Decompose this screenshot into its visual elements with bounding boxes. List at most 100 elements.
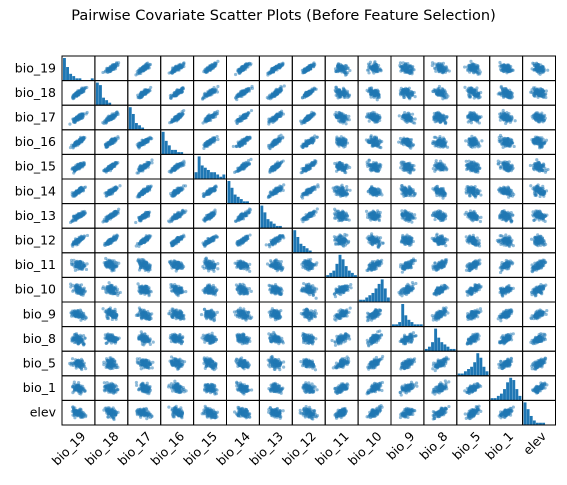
scatter-point (173, 116, 177, 120)
scatter-point (499, 93, 504, 97)
hist-bar (138, 125, 141, 130)
scatter-point (211, 115, 215, 119)
cell-bio_19-vs-bio_8 (423, 55, 458, 82)
scatter-point (304, 142, 309, 146)
cell-bio_19-vs-bio_19 (61, 55, 96, 82)
cell-bio_16-vs-bio_9 (390, 129, 425, 155)
scatter-point (68, 145, 73, 150)
cell-bio_16-vs-bio_19 (61, 129, 96, 155)
scatter-point (502, 117, 506, 122)
scatter-point (342, 65, 346, 69)
scatter-point (437, 87, 441, 91)
cell-bio_17-vs-bio_15 (193, 104, 228, 131)
scatter-point (71, 95, 75, 99)
scatter-point (369, 136, 373, 140)
scatter-point (463, 65, 467, 69)
scatter-point (310, 113, 314, 117)
scatter-point (233, 72, 238, 77)
scatter-point (398, 63, 402, 68)
cell-bio_16-vs-bio_18 (94, 129, 129, 155)
scatter-point (407, 64, 411, 68)
scatter-point (270, 144, 274, 149)
scatter-point (137, 145, 142, 149)
scatter-point (401, 92, 405, 97)
scatter-point (177, 90, 182, 95)
scatter-point (469, 118, 473, 122)
scatter-point (335, 91, 339, 95)
scatter-point (469, 121, 474, 125)
scatter-point (442, 138, 446, 142)
hist-bar (95, 82, 99, 106)
cell-bio_18-vs-bio_17 (127, 80, 162, 106)
scatter-point (543, 116, 547, 120)
cell-bio_17-vs-elev (522, 104, 556, 131)
scatter-point (471, 89, 475, 93)
scatter-point (277, 138, 281, 142)
scatter-point (473, 67, 477, 71)
scatter-point (212, 138, 216, 142)
scatter-point (308, 141, 312, 145)
cell-bio_19-vs-bio_18 (94, 55, 129, 82)
scatter-point (368, 89, 373, 93)
scatter-point (201, 96, 205, 100)
hist-bar (164, 140, 168, 155)
scatter-point (104, 121, 108, 125)
scatter-point (238, 118, 243, 123)
scatter-point (407, 116, 411, 121)
hist-bar (108, 102, 112, 106)
scatter-point (80, 90, 84, 94)
scatter-point (247, 61, 251, 66)
scatter-point (249, 108, 254, 113)
scatter-point (273, 117, 277, 121)
scatter-point (509, 64, 513, 69)
scatter-point (343, 73, 348, 77)
cell-bio_19-vs-bio_12 (291, 55, 326, 82)
scatter-point (367, 64, 371, 68)
hist-bar (105, 100, 109, 106)
scatter-point (432, 111, 436, 116)
cell-bio_16-vs-bio_17 (127, 129, 162, 155)
scatter-point (444, 66, 449, 70)
hist-bar (78, 78, 82, 81)
cell-bio_16-vs-bio_16 (160, 129, 195, 155)
scatter-point (372, 91, 376, 96)
cell-bio_17-vs-bio_13 (258, 104, 293, 131)
scatter-point (336, 96, 340, 100)
scatter-point (344, 122, 348, 126)
hist-bar (141, 127, 145, 130)
scatter-point (177, 115, 182, 119)
scatter-point (107, 70, 112, 74)
scatter-point (207, 116, 212, 120)
scatter-point (413, 95, 417, 99)
cell-bio_19-vs-bio_15 (193, 55, 228, 82)
scatter-point (116, 136, 120, 140)
scatter-point (536, 62, 540, 67)
scatter-point (169, 96, 173, 100)
scatter-point (134, 73, 138, 77)
scatter-point (216, 59, 220, 63)
scatter-point (405, 87, 409, 91)
cell-bio_19-vs-bio_13 (258, 55, 293, 82)
scatter-point (541, 89, 545, 93)
cell-bio_18-vs-bio_16 (160, 80, 195, 106)
scatter-point (442, 117, 446, 121)
scatter-point (502, 67, 506, 71)
scatter-point (281, 136, 285, 140)
scatter-point (369, 95, 373, 99)
scatter-point (402, 139, 406, 143)
scatter-point (498, 118, 503, 122)
scatter-point (272, 69, 276, 73)
cell-bio_19-vs-bio_17 (127, 55, 162, 82)
hist-bar (72, 76, 76, 81)
scatter-point (502, 112, 507, 116)
scatter-point (507, 90, 511, 95)
scatter-point (215, 112, 219, 116)
scatter-point (237, 71, 241, 75)
scatter-point (433, 62, 437, 66)
scatter-point (347, 114, 351, 118)
scatter-point (213, 115, 218, 119)
scatter-point (243, 65, 247, 69)
cell-bio_17-vs-bio_9 (390, 104, 425, 131)
scatter-point (202, 146, 206, 151)
